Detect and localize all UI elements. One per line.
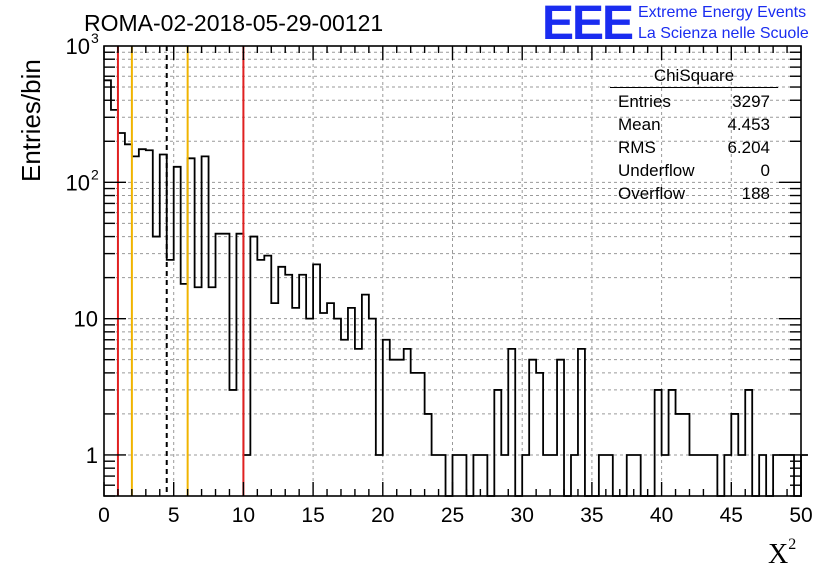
- logo-tagline-2: La Scienza nelle Scuole: [638, 25, 809, 42]
- run-title: ROMA-02-2018-05-29-00121: [84, 10, 384, 36]
- x-tick-label: 0: [98, 504, 110, 527]
- y-tick-label: 10: [66, 170, 90, 195]
- y-tick-label: 10: [66, 34, 90, 59]
- stats-value: 188: [741, 184, 770, 203]
- stats-label: Entries: [618, 92, 671, 111]
- x-axis-label: X2: [768, 536, 796, 571]
- x-tick-label: 15: [301, 504, 324, 527]
- histogram-bars: [104, 79, 808, 497]
- stats-value: 0: [760, 161, 770, 180]
- x-tick-label: 50: [789, 504, 812, 527]
- x-axis-label-base: X: [768, 539, 789, 570]
- eee-logo: EEE: [542, 0, 634, 50]
- x-tick-label: 20: [371, 504, 394, 527]
- stats-box: ChiSquare Entries 3297 Mean 4.453 RMS 6.204…: [610, 66, 778, 205]
- x-tick-label: 10: [232, 504, 255, 527]
- stats-row-mean: Mean 4.453: [610, 113, 778, 136]
- y-tick-label: 10: [74, 307, 98, 332]
- y-tick-label: 1: [86, 443, 98, 468]
- stats-row-overflow: Overflow 188: [610, 182, 778, 205]
- y-tick-label-sup: 2: [91, 166, 99, 182]
- stats-row-entries: Entries 3297: [610, 90, 778, 113]
- stats-label: Overflow: [618, 184, 686, 203]
- stats-value: 4.453: [727, 115, 770, 134]
- x-tick-label: 40: [650, 504, 673, 527]
- x-axis-label-sup: 2: [788, 536, 797, 553]
- grid-lines: [104, 46, 801, 496]
- x-tick-label: 5: [168, 504, 180, 527]
- y-tick-label-sup: 3: [91, 30, 99, 46]
- stats-value: 6.204: [727, 138, 770, 157]
- x-tick-label: 35: [580, 504, 603, 527]
- stats-label: Mean: [618, 115, 661, 134]
- stats-label: RMS: [618, 138, 656, 157]
- logo-tagline-1: Extreme Energy Events: [638, 4, 807, 21]
- x-tick-label: 45: [720, 504, 743, 527]
- x-tick-label: 30: [511, 504, 534, 527]
- stats-value: 3297: [732, 92, 770, 111]
- reference-lines: [116, 46, 245, 496]
- stats-row-underflow: Underflow 0: [610, 159, 778, 182]
- x-tick-labels: 0 5 10 15 20 25 30 35 40 45 50: [98, 504, 813, 527]
- histogram-outline: [104, 79, 808, 497]
- stats-label: Underflow: [618, 161, 695, 180]
- x-tick-label: 25: [441, 504, 464, 527]
- axis-ticks: [103, 46, 802, 497]
- stats-row-rms: RMS 6.204: [610, 136, 778, 159]
- y-axis-label: Entries/bin: [16, 59, 46, 182]
- stats-title: ChiSquare: [610, 66, 778, 88]
